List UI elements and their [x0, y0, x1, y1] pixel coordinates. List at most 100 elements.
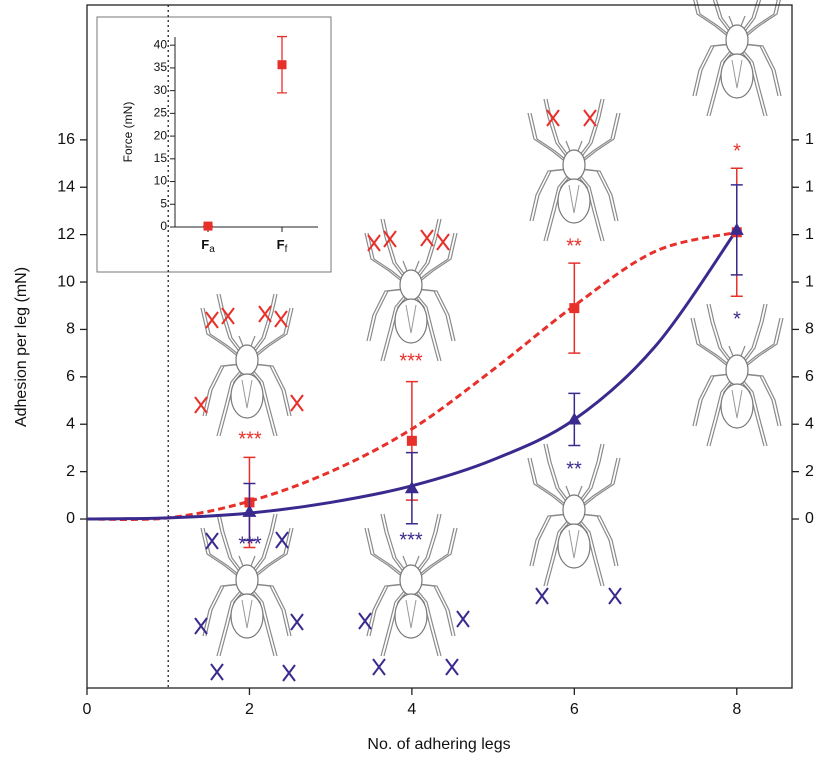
spider-leg [249, 513, 275, 575]
spider-marking [568, 184, 580, 214]
y-tick-label: 2 [66, 463, 75, 480]
spider-abdomen [557, 178, 591, 224]
spider-leg [543, 443, 569, 505]
spider-leg [577, 457, 618, 509]
spider-leg [740, 43, 779, 97]
spider-cephalothorax [399, 269, 423, 301]
detached-leg-mark [583, 109, 597, 127]
spider-leg [579, 519, 605, 587]
significance-label: ** [566, 235, 582, 257]
spider-palps [728, 345, 746, 357]
spider-leg [416, 513, 442, 575]
spider-leg [742, 379, 768, 447]
spider-cephalothorax [562, 149, 586, 181]
y-tick-label: 4 [66, 415, 75, 432]
significance-label: * [733, 140, 741, 162]
detached-leg-mark [456, 610, 470, 628]
inset-y-tick-label: 30 [154, 83, 168, 97]
spider-leg [252, 369, 278, 437]
spider-leg [706, 379, 732, 447]
spider-leg [739, 303, 765, 365]
spider-leg [579, 174, 605, 242]
spider-leg [530, 112, 571, 164]
detached-leg-mark [290, 394, 304, 412]
category-symbol: F [277, 237, 285, 252]
spider-leg [253, 307, 294, 359]
spider-leg [250, 527, 291, 579]
spider-leg [252, 293, 278, 355]
spider-leg [740, 373, 779, 427]
spider-leg [416, 218, 442, 280]
spider-leg [367, 527, 408, 579]
spider-marking [241, 599, 253, 629]
spider [527, 98, 621, 242]
spider-leg [546, 98, 572, 160]
spider-leg [414, 232, 455, 284]
spider-leg [696, 0, 734, 39]
significance-label: *** [238, 533, 262, 555]
detached-leg-mark [282, 664, 296, 682]
spider-leg [367, 232, 408, 284]
inset-y-tick-label: 20 [154, 128, 168, 142]
detached-leg-mark [383, 230, 397, 248]
y-tick-label: 0 [66, 510, 75, 527]
spider-leg [364, 232, 405, 284]
plot-frame [86, 4, 793, 689]
spider-leg [205, 583, 244, 637]
inset-y-tick-label: 0 [160, 219, 167, 233]
spider-leg [250, 307, 291, 359]
detached-leg-mark [290, 613, 304, 631]
inset-data-point [277, 60, 287, 70]
spider-leg [543, 519, 569, 587]
spider-leg [690, 317, 731, 369]
spider-leg [203, 527, 244, 579]
y-tick-label: 16 [57, 131, 75, 148]
spider-leg [576, 98, 602, 160]
spider-leg [203, 307, 244, 359]
y-axis-label: Adhesion per leg (mN) [13, 267, 30, 427]
data-point [404, 481, 419, 494]
spider-leg [527, 457, 568, 509]
spider-palps [402, 555, 420, 567]
spider [364, 513, 458, 657]
spider-leg [706, 303, 732, 365]
spider-leg [383, 218, 409, 280]
spider-leg [380, 589, 406, 657]
spider-leg [250, 363, 289, 417]
spider-leg [577, 513, 616, 567]
spider-abdomen [230, 373, 264, 419]
spider-leg [216, 369, 242, 437]
spider-palps [728, 15, 746, 27]
spider-leg [530, 457, 571, 509]
spider-leg [546, 443, 572, 505]
spider-leg [579, 98, 605, 160]
inset-frame [96, 16, 332, 273]
spider-leg [743, 0, 781, 39]
y2-tick-label: 1 [805, 178, 814, 195]
spider-leg [532, 513, 571, 567]
y2-tick-label: 0 [805, 510, 814, 527]
x-tick-label: 0 [83, 701, 92, 718]
spider-leg [577, 112, 618, 164]
significance-label: * [733, 308, 741, 330]
detached-leg-mark [274, 310, 288, 328]
spider-abdomen [720, 53, 754, 99]
spider-abdomen [394, 298, 428, 344]
significance-label: ** [566, 458, 582, 480]
spider-leg [709, 303, 735, 365]
y-tick-label: 8 [66, 321, 75, 338]
spider [527, 443, 621, 587]
spider-leg [369, 288, 408, 342]
y2-tick-label: 2 [805, 463, 814, 480]
data-point [567, 412, 582, 425]
spider-cephalothorax [235, 564, 259, 596]
spider-leg [380, 513, 406, 575]
spider-leg [532, 168, 571, 222]
detached-leg-mark [608, 587, 622, 605]
category-symbol: F [201, 237, 209, 252]
spider-abdomen [557, 523, 591, 569]
spider-leg [417, 527, 458, 579]
inset-x-tick-label: Ff [277, 237, 288, 254]
spider-leg [369, 583, 408, 637]
